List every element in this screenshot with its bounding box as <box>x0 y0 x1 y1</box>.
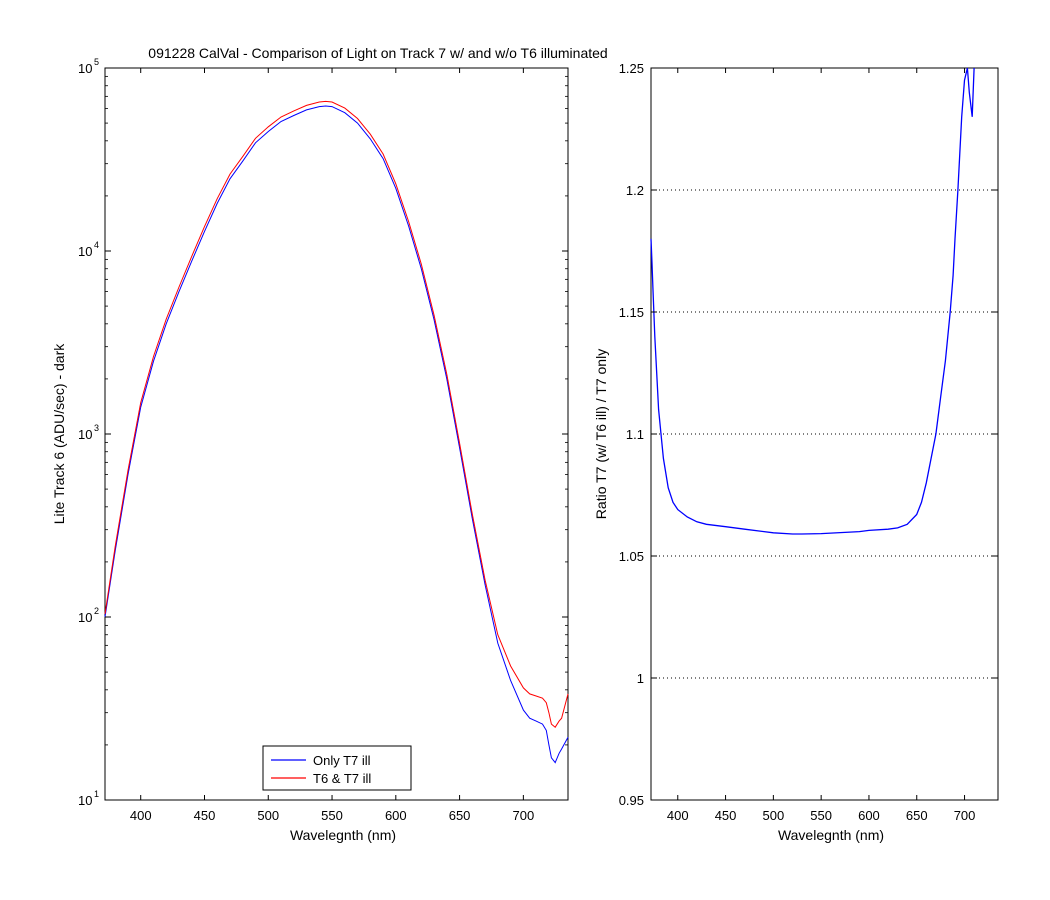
left-y-tick-label: 10 <box>78 61 92 76</box>
left-y-tick-exponent: 1 <box>94 789 99 799</box>
legend-label-only-t7: Only T7 ill <box>313 753 371 768</box>
right-x-tick-label: 650 <box>906 808 928 823</box>
left-chart-title: 091228 CalVal - Comparison of Light on T… <box>148 45 607 61</box>
left-y-tick-label: 10 <box>78 427 92 442</box>
left-x-tick-label: 650 <box>449 808 471 823</box>
right-x-tick-label: 700 <box>954 808 976 823</box>
right-y-axis-label: Ratio T7 (w/ T6 ill) / T7 only <box>593 349 609 519</box>
right-x-tick-label: 400 <box>667 808 689 823</box>
left-x-tick-label: 500 <box>257 808 279 823</box>
right-x-tick-label: 550 <box>810 808 832 823</box>
left-x-tick-label: 700 <box>513 808 535 823</box>
right-y-tick-label: 1 <box>637 671 644 686</box>
left-y-axis-label: Lite Track 6 (ADU/sec) - dark <box>51 343 67 524</box>
right-series-layer <box>650 67 975 535</box>
series-line-ratio <box>650 67 975 535</box>
left-x-tick-label: 600 <box>385 808 407 823</box>
right-x-tick-label: 500 <box>763 808 785 823</box>
left-y-tick-exponent: 3 <box>94 423 99 433</box>
left-y-tick-exponent: 4 <box>94 240 99 250</box>
left-y-tick-label: 10 <box>78 244 92 259</box>
right-x-tick-label: 450 <box>715 808 737 823</box>
left-y-tick-exponent: 2 <box>94 606 99 616</box>
left-y-tick-label: 10 <box>78 610 92 625</box>
right-x-axis-label: Wavelegnth (nm) <box>778 827 884 843</box>
left-y-tick-label: 10 <box>78 793 92 808</box>
right-plot-area <box>650 67 999 801</box>
right-x-tick-label: 600 <box>858 808 880 823</box>
right-y-tick-label: 1.15 <box>619 305 644 320</box>
left-series-layer <box>104 100 569 764</box>
right-y-tick-label: 1.05 <box>619 549 644 564</box>
left-x-tick-label: 400 <box>130 808 152 823</box>
right-y-tick-label: 1.1 <box>626 427 644 442</box>
left-y-tick-exponent: 5 <box>94 57 99 67</box>
series-line-t6-t7 <box>104 100 569 728</box>
left-plot-area <box>104 67 569 801</box>
right-y-tick-label: 1.2 <box>626 183 644 198</box>
right-y-tick-label: 1.25 <box>619 61 644 76</box>
right-y-axis-ticks: 0.95 1 1.05 1.1 1.15 1.2 1.25 <box>619 61 998 808</box>
legend: Only T7 ill T6 & T7 ill <box>262 745 412 791</box>
left-x-axis-label: Wavelegnth (nm) <box>290 827 396 843</box>
right-chart: 400 450 500 550 600 650 700 0.95 1 1.05 1.1 1.15 1.… <box>593 61 999 843</box>
left-x-tick-label: 450 <box>194 808 216 823</box>
right-y-tick-label: 0.95 <box>619 793 644 808</box>
left-x-axis-ticks: 400 450 500 550 600 650 700 <box>130 68 534 823</box>
right-x-axis-ticks: 400 450 500 550 600 650 700 <box>667 68 975 823</box>
left-x-tick-label: 550 <box>321 808 343 823</box>
series-line-only-t7 <box>104 105 569 764</box>
legend-box <box>262 745 412 791</box>
legend-label-t6-t7: T6 & T7 ill <box>313 771 371 786</box>
left-chart: 091228 CalVal - Comparison of Light on T… <box>51 45 608 843</box>
